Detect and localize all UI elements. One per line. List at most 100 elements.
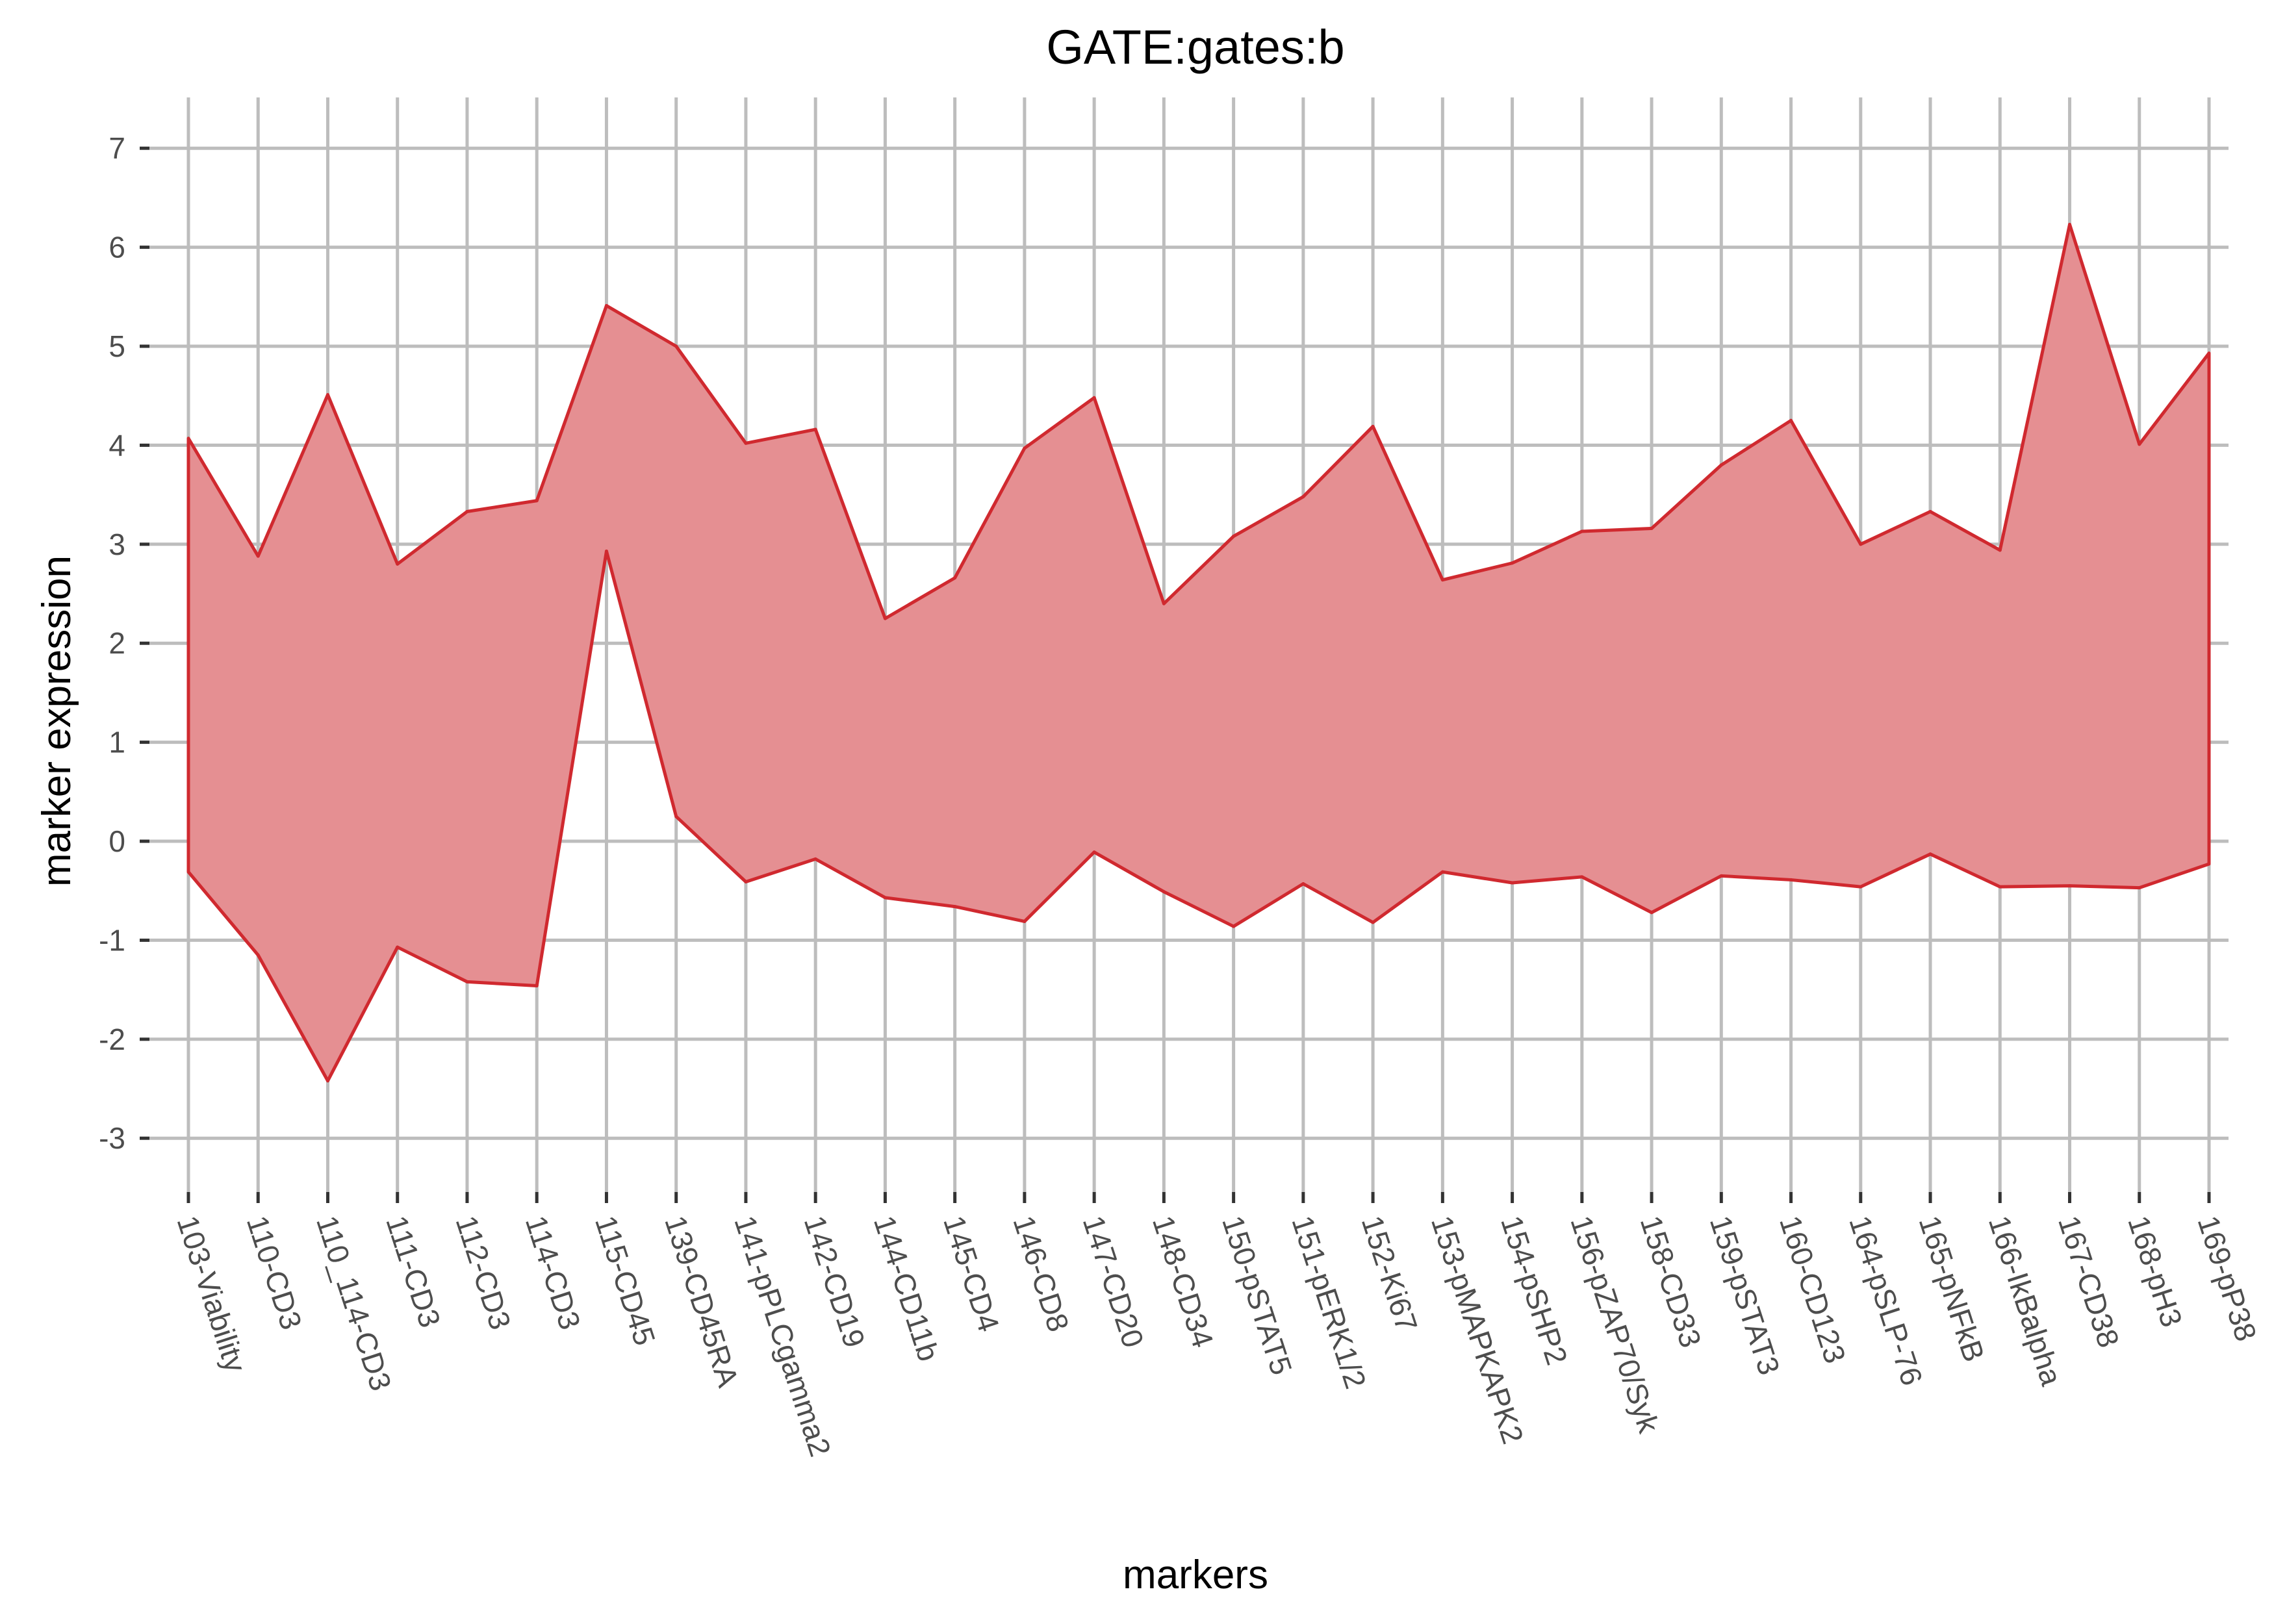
upper-point xyxy=(953,576,957,580)
x-tick-label: 142-CD19 xyxy=(798,1212,872,1351)
x-tick-label: 112-CD3 xyxy=(449,1212,517,1334)
upper-point xyxy=(256,554,260,558)
x-tick-label: 146-CD8 xyxy=(1006,1212,1075,1336)
lower-point xyxy=(1440,870,1444,874)
upper-point xyxy=(674,344,678,348)
upper-point xyxy=(813,427,817,431)
upper-point xyxy=(535,499,539,503)
lower-point xyxy=(1928,852,1932,856)
x-tick-label: 167-CD38 xyxy=(2052,1212,2126,1351)
lower-point xyxy=(883,896,887,900)
lower-point xyxy=(1998,885,2002,889)
lower-point xyxy=(396,945,400,949)
upper-bound-line xyxy=(186,223,2210,620)
upper-point xyxy=(1023,446,1027,450)
lower-point xyxy=(1162,890,1166,894)
x-tick-label: 144-CD11b xyxy=(867,1212,946,1365)
upper-point xyxy=(1928,510,1932,514)
x-axis-title: markers xyxy=(1123,1553,1268,1597)
y-tick-label: -2 xyxy=(99,1022,125,1056)
upper-point xyxy=(326,393,329,397)
lower-point xyxy=(1789,878,1793,882)
lower-point xyxy=(535,984,539,988)
lower-point xyxy=(813,857,817,861)
upper-point xyxy=(1511,561,1514,565)
y-tick-label: 5 xyxy=(109,329,125,363)
upper-point xyxy=(2068,223,2072,227)
y-tick-label: 2 xyxy=(109,626,125,660)
upper-point xyxy=(1232,535,1236,539)
upper-point xyxy=(1859,542,1863,546)
y-tick-label: 0 xyxy=(109,824,125,858)
lower-point xyxy=(604,549,608,553)
x-tick-label: 159-pSTAT3 xyxy=(1704,1212,1787,1379)
upper-point xyxy=(1162,602,1166,605)
lower-point xyxy=(674,815,678,818)
y-tick-label: 3 xyxy=(109,527,125,561)
x-tick-label: 154-pSHP2 xyxy=(1494,1212,1574,1369)
x-tick-label: 158-CD33 xyxy=(1634,1212,1708,1351)
lower-point xyxy=(1859,885,1863,889)
lower-point xyxy=(256,953,260,957)
upper-point xyxy=(883,616,887,620)
lower-point xyxy=(953,905,957,909)
upper-point xyxy=(2138,442,2141,446)
upper-point xyxy=(186,437,190,440)
lower-point xyxy=(2138,886,2141,890)
x-tick-label: 111-CD3 xyxy=(379,1212,447,1332)
lower-point xyxy=(1719,874,1723,878)
upper-point xyxy=(2207,351,2211,355)
lower-bound-line xyxy=(187,549,2210,1083)
x-tick-label: 114-CD3 xyxy=(519,1212,587,1334)
upper-point xyxy=(744,441,748,445)
lower-point xyxy=(1301,882,1305,886)
lower-point xyxy=(1371,920,1375,924)
x-tick-label: 110-CD3 xyxy=(240,1212,309,1334)
x-tick-label: 165-pNFkB xyxy=(1913,1212,1991,1365)
x-tick-label: 150-pSTAT5 xyxy=(1216,1212,1299,1379)
y-axis-title: marker expression xyxy=(34,555,79,887)
upper-point xyxy=(1789,418,1793,422)
plot-area xyxy=(186,223,2211,1083)
lower-point xyxy=(1092,850,1096,854)
lower-point xyxy=(1232,924,1236,928)
lower-point xyxy=(1511,881,1514,885)
chart-title: GATE:gates:b xyxy=(1046,20,1344,74)
lower-point xyxy=(1580,875,1584,879)
x-tick-label: 169-pP38 xyxy=(2191,1212,2263,1345)
x-tick-label: 148-CD34 xyxy=(1146,1212,1220,1351)
x-tick-label: 164-pSLP-76 xyxy=(1843,1212,1929,1389)
upper-point xyxy=(465,510,469,514)
expression-range-ribbon xyxy=(188,224,2209,1081)
lower-point xyxy=(2068,884,2072,888)
upper-point xyxy=(396,562,400,566)
upper-point xyxy=(1998,548,2002,552)
x-tick-label: 145-CD4 xyxy=(937,1212,1006,1336)
lower-point xyxy=(186,870,190,874)
y-tick-label: -3 xyxy=(99,1121,125,1155)
lower-point xyxy=(744,880,748,883)
lower-point xyxy=(326,1079,329,1083)
lower-point xyxy=(1650,911,1654,915)
x-tick-label: 160-CD123 xyxy=(1773,1212,1852,1367)
lower-point xyxy=(2207,862,2211,866)
y-tick-label: 7 xyxy=(109,131,125,165)
lower-point xyxy=(465,980,469,983)
x-tick-label: 166-IkBalpha xyxy=(1982,1212,2069,1389)
x-tick-label: 168-pH3 xyxy=(2121,1212,2189,1331)
upper-point xyxy=(1650,526,1654,530)
upper-point xyxy=(1580,529,1584,533)
upper-point xyxy=(1301,495,1305,499)
y-tick-label: 1 xyxy=(109,726,125,759)
upper-point xyxy=(604,304,608,308)
y-tick-label: -1 xyxy=(99,923,125,957)
lower-point xyxy=(1023,919,1027,923)
x-tick-label: 139-CD45RA xyxy=(658,1212,745,1391)
x-tick-label: 147-CD20 xyxy=(1077,1212,1151,1351)
upper-point xyxy=(1440,578,1444,582)
upper-point xyxy=(1371,424,1375,428)
x-tick-label: 103-Viability xyxy=(170,1212,253,1377)
x-tick-label: 110_114-CD3 xyxy=(310,1212,398,1395)
y-tick-label: 4 xyxy=(109,428,125,462)
